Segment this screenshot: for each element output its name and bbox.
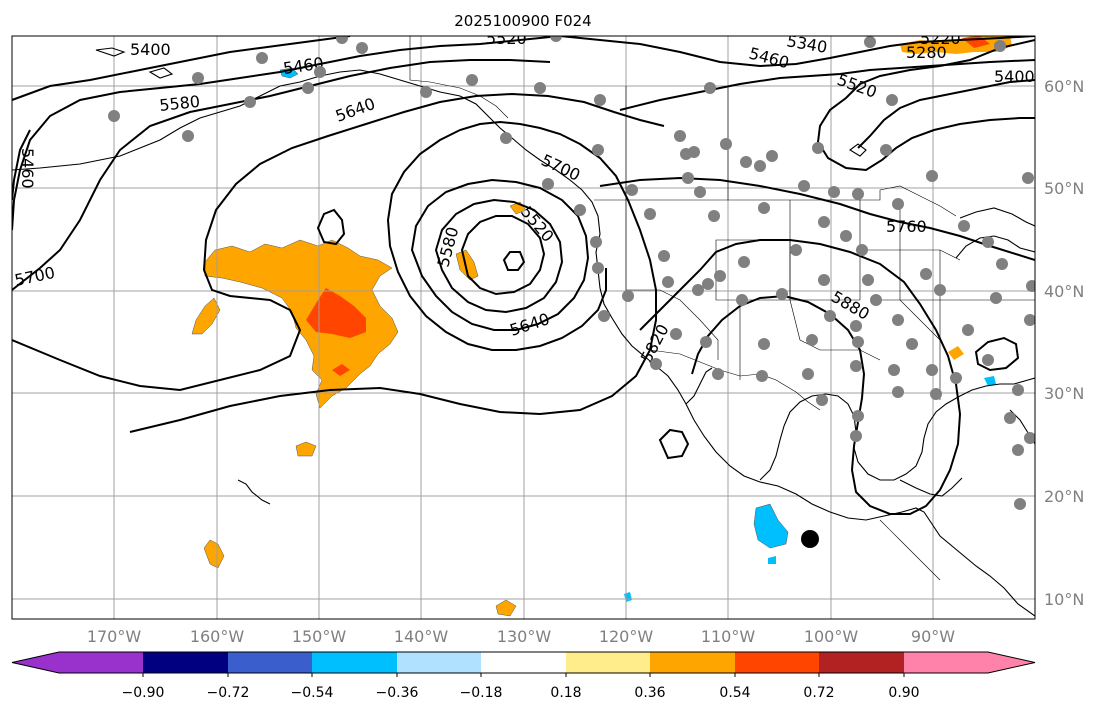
contour-label: 5280	[906, 43, 947, 62]
graticule	[12, 36, 1035, 619]
lat-label-50n: 50°N	[1044, 179, 1084, 198]
lon-label-170w: 170°W	[87, 627, 142, 646]
contour-label: 5400	[994, 67, 1035, 86]
colorbar-swatch	[819, 652, 904, 673]
lat-label-20n: 20°N	[1044, 487, 1084, 506]
lon-label-160w: 160°W	[190, 627, 245, 646]
colorbar-tick: −0.54	[291, 685, 334, 701]
lat-label-40n: 40°N	[1044, 282, 1084, 301]
contour-labels: 5400 5460 5580 5640 5460 5700 5520 5580 …	[13, 29, 1035, 366]
colorbar-swatch	[481, 652, 566, 673]
colorbar-swatch	[312, 652, 397, 673]
colorbar-ticks: −0.90 −0.72 −0.54 −0.36 −0.18 0.18 0.36 …	[122, 685, 920, 701]
colorbar-extend-low	[12, 652, 59, 673]
colorbar-outline	[11, 651, 1036, 674]
longitude-labels: 170°W 160°W 150°W 140°W 130°W 120°W 110°…	[87, 627, 955, 646]
colorbar-tick: 0.90	[888, 685, 919, 701]
colorbar-swatch	[735, 652, 819, 673]
colorbar-tick: −0.18	[460, 685, 503, 701]
colorbar-tick: 0.54	[719, 685, 750, 701]
lon-label-140w: 140°W	[394, 627, 449, 646]
colorbar-tick: −0.36	[376, 685, 419, 701]
lat-label-30n: 30°N	[1044, 384, 1084, 403]
contour-label: 5460	[18, 148, 37, 189]
map-panel: 5400 5460 5580 5640 5460 5700 5520 5580 …	[12, 29, 1035, 619]
colorbar-swatch	[143, 652, 228, 673]
colorbar-tick: 0.18	[550, 685, 581, 701]
lon-label-110w: 110°W	[701, 627, 756, 646]
lon-label-130w: 130°W	[497, 627, 552, 646]
colorbar-swatch	[228, 652, 312, 673]
latitude-labels: 60°N 50°N 40°N 30°N 20°N 10°N	[1044, 77, 1084, 609]
contour-label: 5580	[158, 92, 200, 115]
contour-label: 5220	[920, 29, 961, 48]
colorbar-extend-high	[988, 652, 1035, 673]
contour-label: 5760	[886, 217, 927, 236]
lat-label-60n: 60°N	[1044, 77, 1084, 96]
colorbar-tick: 0.72	[803, 685, 834, 701]
lon-label-90w: 90°W	[911, 627, 955, 646]
station-markers	[108, 36, 1035, 510]
anomaly-shading	[191, 36, 1012, 617]
map-frame	[11, 35, 1036, 620]
lon-label-120w: 120°W	[599, 627, 654, 646]
colorbar-swatch	[650, 652, 735, 673]
contour-label: 5340	[785, 31, 828, 57]
contour-label: 5400	[130, 40, 171, 59]
system-marker	[801, 530, 819, 548]
colorbar-tick: −0.90	[122, 685, 165, 701]
map-title: 2025100900 F024	[454, 12, 591, 30]
colorbar-swatch	[904, 652, 988, 673]
height-contours	[12, 36, 1035, 515]
contour-label: 5520	[486, 29, 527, 48]
colorbar-tick: −0.72	[207, 685, 250, 701]
lat-label-10n: 10°N	[1044, 590, 1084, 609]
lon-label-100w: 100°W	[804, 627, 859, 646]
colorbar	[11, 651, 1036, 677]
colorbar-swatch	[566, 652, 650, 673]
colorbar-swatch	[59, 652, 143, 673]
lon-label-150w: 150°W	[292, 627, 347, 646]
colorbar-tick: 0.36	[634, 685, 665, 701]
colorbar-swatch	[397, 652, 481, 673]
